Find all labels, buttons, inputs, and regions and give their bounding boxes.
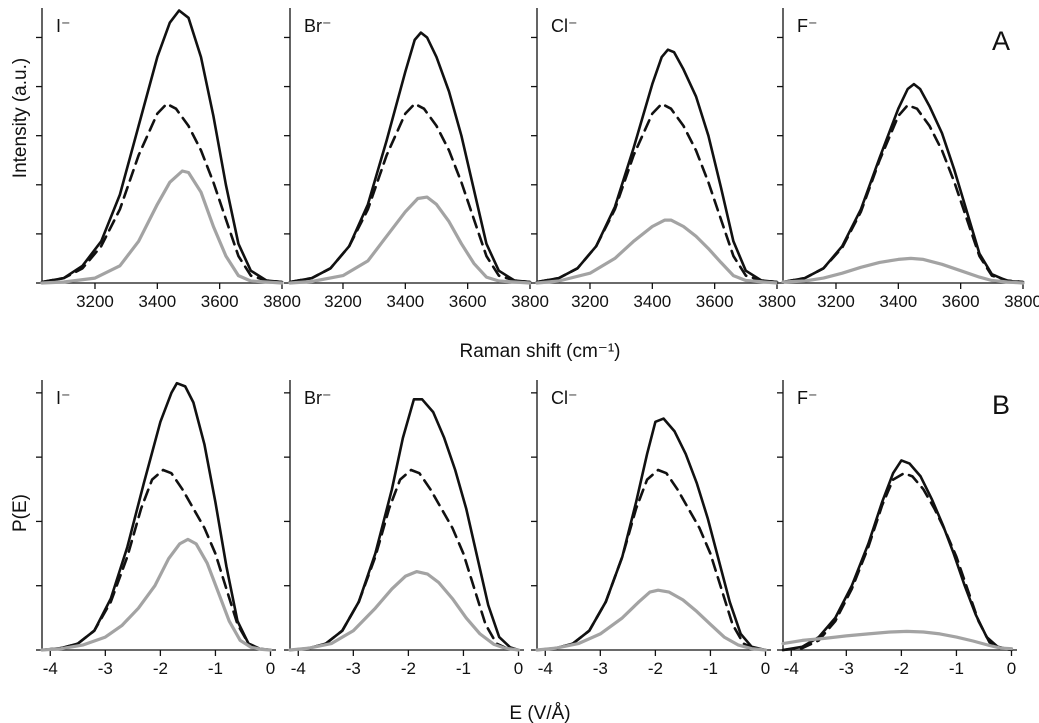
x-tick-label: -3 — [346, 659, 361, 678]
row-a-f-series-solid-black — [781, 82, 1025, 284]
row-b-i-ion-label: I⁻ — [56, 388, 71, 408]
x-tick-label: -2 — [153, 659, 168, 678]
x-tick-label: 3600 — [696, 292, 734, 311]
row-b-br-series-solid-gray — [288, 570, 521, 652]
row-b-br-ion-label: Br⁻ — [304, 388, 332, 408]
row-b-tag: B — [992, 390, 1010, 420]
row-a-cl-panel: 3200 3400 3600 3800 Cl⁻ — [531, 8, 796, 311]
x-tick-label: 3200 — [571, 292, 609, 311]
row-a-y-axis-title: Intensity (a.u.) — [10, 58, 31, 178]
row-b-i-panel: -4 -3 -2 -1 0 I⁻ — [36, 380, 276, 678]
x-tick-label: 0 — [266, 659, 275, 678]
row-a-f-series-dashed-black — [781, 103, 1025, 284]
row-a-br-panel: 3200 3400 3600 3800 Br⁻ — [284, 8, 549, 311]
x-tick-label: 0 — [1007, 659, 1016, 678]
x-tick-label: 0 — [761, 659, 770, 678]
x-tick-label: -3 — [839, 659, 854, 678]
row-a-cl-series-dashed-black — [535, 102, 779, 284]
x-tick-label: 3200 — [324, 292, 362, 311]
x-tick-label: 3400 — [879, 292, 917, 311]
row-b-x-axis-title: E (V/Å) — [509, 703, 570, 723]
row-a-br-series-solid-gray — [288, 195, 532, 285]
x-tick-label: -2 — [401, 659, 416, 678]
row-b-f-series-solid-black — [781, 459, 1013, 652]
x-tick-label: -4 — [43, 659, 58, 678]
x-tick-label: -1 — [456, 659, 471, 678]
x-tick-label: -4 — [538, 659, 553, 678]
x-tick-label: -3 — [98, 659, 113, 678]
x-tick-label: -3 — [593, 659, 608, 678]
row-a-f-series-solid-gray — [781, 256, 1025, 285]
row-a-br-series-dashed-black — [288, 102, 532, 284]
x-tick-label: -4 — [784, 659, 799, 678]
row-a-f-panel: 3200 3400 3600 3800 F⁻ — [777, 8, 1039, 311]
row-b-cl-series-dashed-black — [535, 468, 767, 652]
row-b-f-series-solid-gray — [781, 629, 1014, 651]
row-a-i-series-solid-black — [40, 9, 284, 284]
x-tick-label: 3800 — [1004, 292, 1039, 311]
row-a-br-series-solid-black — [288, 31, 532, 284]
x-tick-label: 3400 — [386, 292, 424, 311]
row-a-i-series-solid-gray — [40, 169, 284, 285]
row-a-i-ion-label: I⁻ — [56, 16, 71, 36]
x-tick-label: -1 — [703, 659, 718, 678]
row-b-cl-series-solid-black — [535, 417, 767, 652]
x-tick-label: 3800 — [511, 292, 549, 311]
row-a-cl-series-solid-gray — [535, 218, 779, 285]
x-tick-label: -2 — [894, 659, 909, 678]
row-b-f-panel: -4 -3 -2 -1 0 F⁻ — [777, 380, 1017, 678]
x-tick-label: -1 — [208, 659, 223, 678]
row-a-br-ion-label: Br⁻ — [304, 16, 332, 36]
row-a-x-axis-title: Raman shift (cm⁻¹) — [460, 341, 621, 362]
row-b-cl-ion-label: Cl⁻ — [551, 388, 578, 408]
row-b-i-series-solid-black — [40, 381, 272, 652]
row-b-f-ion-label: F⁻ — [797, 388, 818, 408]
x-tick-label: 3600 — [449, 292, 487, 311]
row-b-cl-series-solid-gray — [535, 588, 768, 652]
x-tick-label: -4 — [291, 659, 306, 678]
row-a-cl-series-solid-black — [535, 48, 779, 284]
x-tick-label: 3800 — [263, 292, 301, 311]
x-tick-label: 0 — [514, 659, 523, 678]
x-tick-label: 3200 — [76, 292, 114, 311]
row-b-br-panel: -4 -3 -2 -1 0 Br⁻ — [284, 380, 524, 678]
x-tick-label: 3600 — [942, 292, 980, 311]
x-tick-label: 3600 — [201, 292, 239, 311]
row-a-i-panel: 3200 3400 3600 3800 I⁻ — [36, 8, 301, 311]
row-b-cl-panel: -4 -3 -2 -1 0 Cl⁻ — [531, 380, 771, 678]
row-a-cl-ion-label: Cl⁻ — [551, 16, 578, 36]
row-a-tag: A — [992, 26, 1010, 56]
row-b-br-series-dashed-black — [288, 468, 520, 652]
x-tick-label: -2 — [648, 659, 663, 678]
row-a-f-ion-label: F⁻ — [797, 16, 818, 36]
x-tick-label: 3200 — [817, 292, 855, 311]
x-tick-label: 3400 — [633, 292, 671, 311]
x-tick-label: 3400 — [138, 292, 176, 311]
row-b-i-series-dashed-black — [40, 468, 272, 652]
row-b-br-series-solid-black — [288, 398, 520, 652]
row-b-f-series-dashed-black — [781, 471, 1013, 652]
x-tick-label: 3800 — [758, 292, 796, 311]
x-tick-label: -1 — [949, 659, 964, 678]
row-a-i-series-dashed-black — [40, 102, 284, 284]
row-b-y-axis-title: P(E) — [10, 494, 31, 532]
row-b-i-series-solid-gray — [40, 537, 273, 652]
